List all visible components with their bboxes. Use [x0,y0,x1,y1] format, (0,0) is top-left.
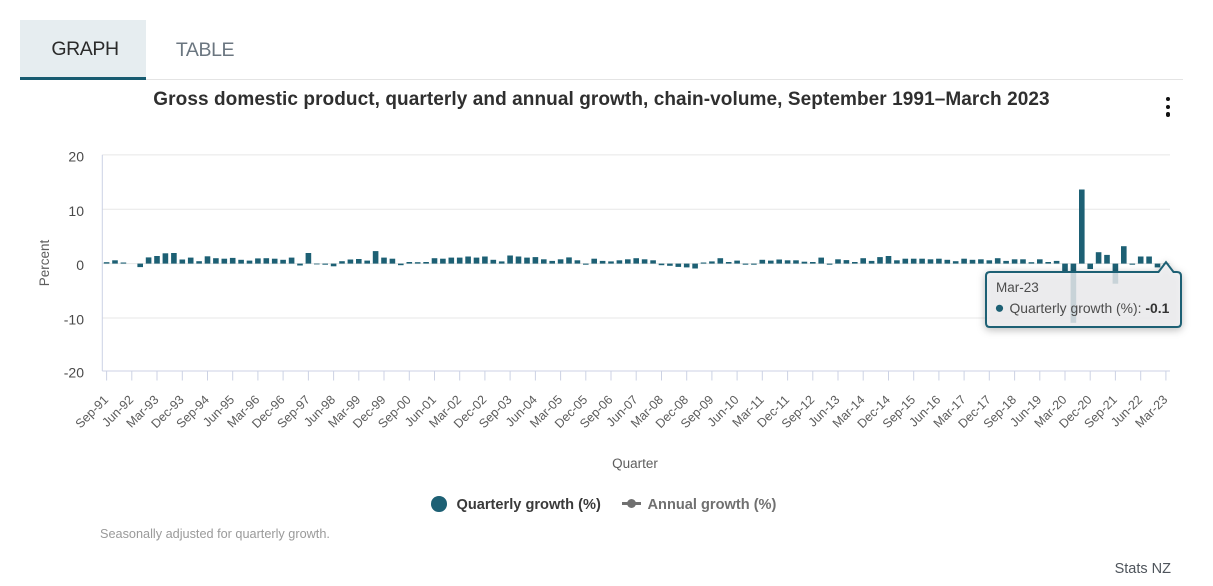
svg-text:Mar-23: Mar-23 [996,280,1039,295]
svg-text:Quarterly growth (%): -0.1: Quarterly growth (%): -0.1 [1010,300,1170,316]
svg-text:Percent: Percent [37,239,52,286]
svg-text:10: 10 [68,203,84,219]
svg-text:20: 20 [68,148,84,164]
svg-text:0: 0 [76,257,84,273]
svg-text:-20: -20 [64,365,84,381]
svg-text:-10: -10 [64,312,84,328]
